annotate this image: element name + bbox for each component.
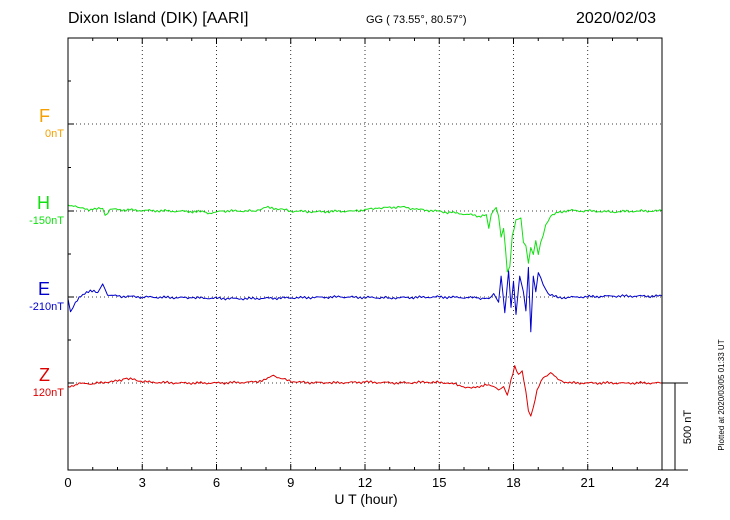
channel-name-f: F — [39, 106, 50, 126]
channel-name-z: Z — [39, 365, 50, 385]
x-tick-label: 21 — [581, 475, 595, 490]
channel-baseline-h: -150nT — [29, 215, 64, 227]
x-tick-label: 3 — [139, 475, 146, 490]
traces — [67, 204, 663, 417]
x-tick-label: 24 — [655, 475, 669, 490]
x-axis-label: U T (hour) — [334, 491, 397, 507]
scale-bar-label: 500 nT — [682, 410, 694, 445]
channel-baseline-e: -210nT — [29, 301, 64, 313]
channel-name-h: H — [37, 193, 50, 213]
grid-lines — [141, 38, 589, 470]
x-tick-label: 18 — [506, 475, 520, 490]
plot-date: 2020/02/03 — [576, 10, 657, 27]
trace-h — [67, 204, 663, 273]
channel-name-e: E — [37, 279, 50, 299]
plotted-timestamp: Plotted at 2020/03/05 01:33 UT — [717, 339, 726, 450]
station-coordinates: GG ( 73.55°, 80.57°) — [366, 14, 467, 26]
channel-baseline-f: 0nT — [45, 128, 64, 140]
x-tick-label: 0 — [64, 475, 71, 490]
trace-e — [67, 266, 663, 333]
channel-baseline-z: 120nT — [32, 387, 64, 399]
x-tick-label: 6 — [213, 475, 220, 490]
station-title: Dixon Island (DIK) [AARI] — [68, 10, 249, 27]
x-tick-label: 15 — [432, 475, 446, 490]
x-ticks: 0 3 6 9 12 15 18 21 24 — [64, 38, 669, 490]
x-tick-label: 9 — [287, 475, 294, 490]
scale-bar: 500 nT — [662, 382, 694, 471]
x-tick-label: 12 — [358, 475, 372, 490]
trace-z — [67, 365, 663, 417]
